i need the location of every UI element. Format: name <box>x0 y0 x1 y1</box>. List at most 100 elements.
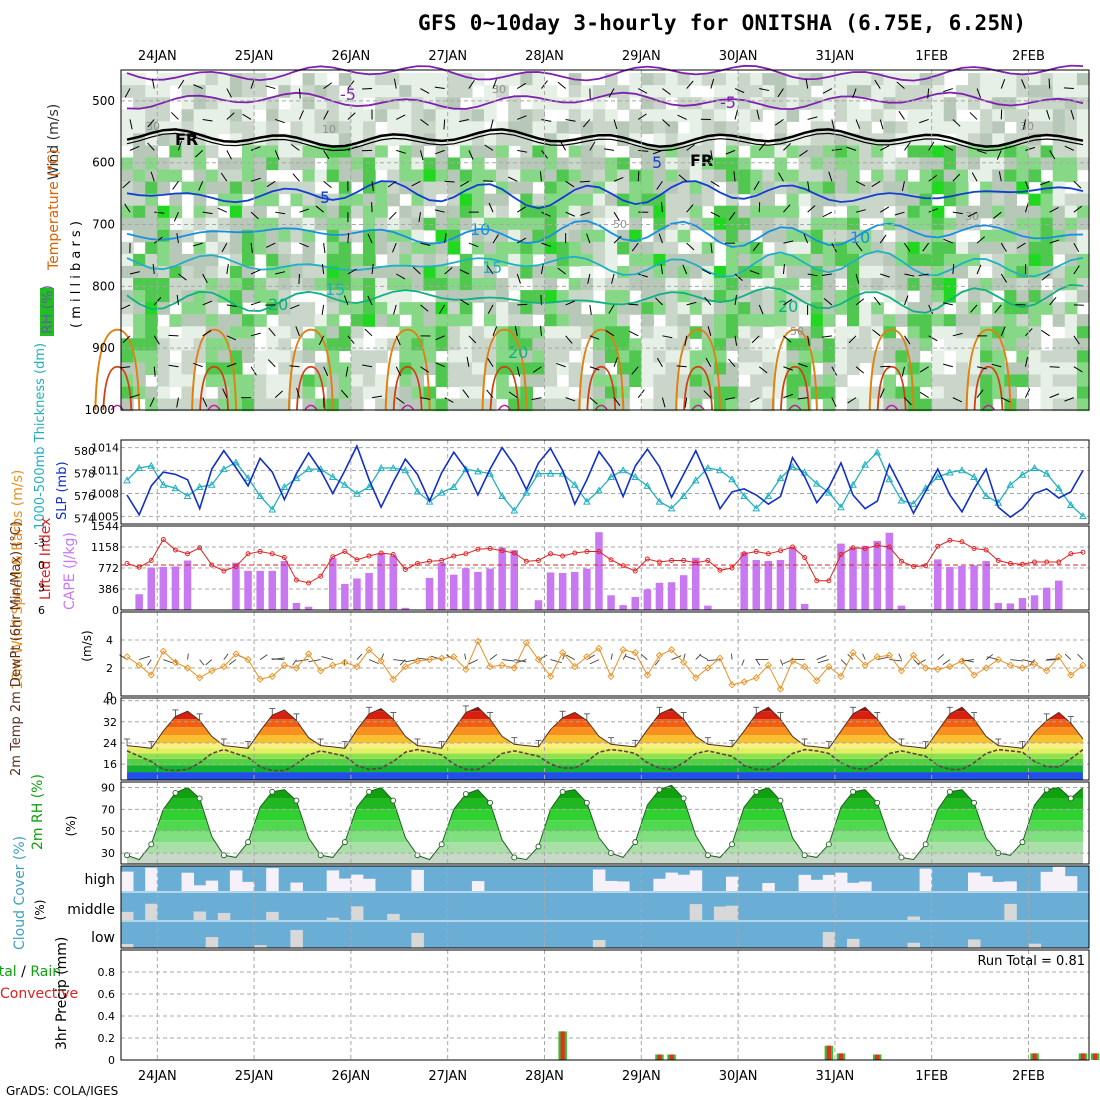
temp-contour <box>126 283 1084 314</box>
cloud-cell <box>592 869 606 891</box>
rh-cell <box>592 314 606 327</box>
wind-barb <box>874 79 881 89</box>
rh-cell <box>762 265 775 279</box>
cape-bar <box>788 546 797 610</box>
cloud-cell <box>798 874 812 891</box>
rh-cell <box>266 217 279 231</box>
rh-cell <box>847 145 860 159</box>
rh-cell <box>363 253 376 267</box>
rh-cell <box>435 338 449 351</box>
rh-cell <box>278 241 291 255</box>
wind-barb <box>540 294 542 305</box>
rh-cell <box>375 85 388 98</box>
wind-barb <box>308 659 321 663</box>
rh-cell <box>738 121 751 134</box>
wind-barb <box>124 203 131 213</box>
wind-point <box>970 671 978 679</box>
rh-cell <box>544 374 558 388</box>
wind-barb <box>444 233 447 244</box>
wind-barb <box>928 304 934 315</box>
rh-cell <box>907 181 921 195</box>
rh-cell <box>931 398 945 412</box>
rh-cell <box>641 374 654 388</box>
cloud-cell <box>242 881 255 891</box>
rh-cell <box>169 278 183 291</box>
rh-cell <box>689 109 703 122</box>
rh-cell <box>968 253 981 267</box>
upper-ytick: 900 <box>92 341 115 355</box>
rh-cell <box>1040 398 1054 412</box>
rh-cell <box>1004 97 1017 110</box>
rh-cell <box>726 181 739 195</box>
rh-cell <box>907 241 921 255</box>
contour-label: 10 <box>470 220 490 239</box>
rh-cell <box>943 374 957 388</box>
rh-cell <box>883 157 896 171</box>
wind-point <box>934 665 942 674</box>
rh-cell <box>169 314 183 327</box>
rh-cell <box>193 169 207 183</box>
rh-cell <box>338 109 352 122</box>
rh-cell <box>471 290 485 303</box>
rh-cell <box>350 278 364 291</box>
wind-barb <box>734 294 737 305</box>
rh-cell <box>520 109 533 122</box>
rh-cell <box>847 73 860 86</box>
contour-label: 10 <box>850 228 870 247</box>
rh-cell <box>326 253 340 267</box>
rh-cell <box>254 241 267 255</box>
wind-barb <box>624 655 636 661</box>
wind-barb <box>468 150 474 160</box>
rh-cell <box>810 278 824 291</box>
rh-cell <box>387 157 400 171</box>
temp-band <box>127 735 1083 743</box>
rh-cell <box>133 350 146 363</box>
cape-bar <box>232 562 240 610</box>
wind-barb <box>517 303 528 306</box>
rh-cell <box>145 229 158 243</box>
li-point <box>644 556 650 562</box>
wind-barb <box>321 656 333 661</box>
li-point <box>197 545 203 551</box>
rh-cell <box>290 265 304 279</box>
cape-bar <box>365 573 373 610</box>
rh-cell <box>363 193 376 207</box>
rh-cell <box>919 253 933 267</box>
wind-barb <box>783 299 793 306</box>
wind-barb <box>199 659 205 666</box>
rh-cell <box>617 241 630 255</box>
rh-cell <box>786 181 800 195</box>
rh-cell <box>254 362 267 376</box>
rh-cell <box>447 362 461 376</box>
rh-cell <box>375 145 388 159</box>
rh-cell <box>375 109 388 122</box>
rh-cell <box>822 169 836 183</box>
li-point <box>160 537 166 542</box>
rh-cell <box>121 193 134 207</box>
wind-point <box>220 662 228 671</box>
rh-cell <box>1016 374 1030 388</box>
rh-cell <box>568 278 582 291</box>
rh-cell <box>1004 193 1017 207</box>
temp-contour-arch <box>771 328 818 411</box>
rh-cell <box>205 145 219 159</box>
rh-cell <box>665 338 679 351</box>
rh-cell <box>290 386 304 400</box>
rh-cell <box>302 181 316 195</box>
wind-barb <box>671 655 682 661</box>
rh-cell <box>145 338 158 351</box>
rh-cell <box>435 278 449 291</box>
rh-cell <box>605 157 618 171</box>
temp-contour-arch <box>876 365 907 411</box>
rh-point <box>753 788 760 795</box>
rh-cell <box>121 169 134 183</box>
wind-barb <box>658 233 663 244</box>
wind-barb <box>1073 205 1083 213</box>
rh-cell <box>677 314 691 327</box>
wind-point <box>825 662 833 671</box>
rh-cell <box>762 85 775 98</box>
wind-barb <box>855 242 863 252</box>
rh-cell <box>810 205 824 219</box>
rh-cell <box>871 229 884 243</box>
rh-point <box>801 852 808 859</box>
